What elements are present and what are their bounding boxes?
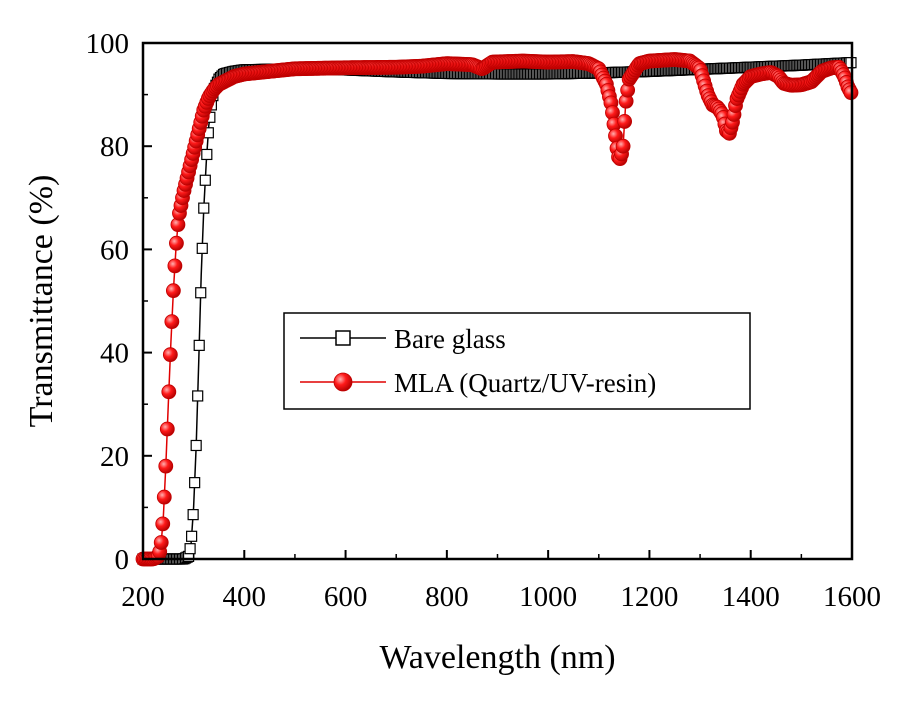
data-point: [196, 242, 208, 254]
data-point: [192, 390, 204, 402]
x-tick-label: 800: [425, 581, 469, 613]
legend-box: [283, 312, 751, 410]
y-tick-label: 40: [100, 338, 129, 370]
data-point: [189, 477, 201, 489]
data-point: [161, 384, 177, 400]
y-tick-label: 80: [100, 131, 129, 163]
data-point: [155, 516, 171, 532]
data-point: [169, 235, 184, 251]
x-tick-label: 200: [121, 581, 165, 613]
data-point: [615, 138, 631, 154]
data-point: [201, 148, 213, 161]
legend-marker-bare-glass: [335, 330, 351, 346]
data-point: [187, 509, 199, 521]
legend-label-mla: MLA (Quartz/UV-resin): [394, 368, 656, 398]
data-point: [159, 421, 175, 437]
series-line: [143, 58, 853, 560]
data-point: [162, 347, 178, 363]
x-tick-label: 1200: [620, 581, 678, 613]
data-point: [184, 543, 196, 555]
data-point: [198, 202, 210, 214]
data-point: [186, 530, 198, 542]
axis-layer: 200 400 600 800 1000 1200 1400 1600 0 20 40 60 80 100: [86, 28, 882, 613]
data-point: [167, 258, 183, 274]
legend-marker-mla: [333, 372, 353, 392]
data-point: [153, 535, 169, 550]
series-mla: [135, 52, 859, 567]
data-point: [199, 174, 211, 186]
plot-frame: [141, 41, 854, 561]
y-tick-label: 100: [86, 28, 130, 60]
series-line: [143, 61, 853, 560]
data-point: [617, 114, 633, 129]
series-layer: [135, 52, 859, 567]
x-tick-label: 600: [324, 581, 368, 613]
y-axis-title: Transmittance (%): [23, 175, 60, 428]
data-point: [158, 458, 174, 474]
data-point: [165, 283, 181, 299]
x-tick-label: 1400: [722, 581, 780, 613]
y-tick-label: 20: [100, 441, 129, 473]
x-tick-label: 1600: [823, 581, 881, 613]
y-tick-label: 0: [115, 544, 130, 576]
x-axis-title: Wavelength (nm): [379, 639, 615, 676]
series-bare-glass: [137, 57, 857, 565]
y-tick-label: 60: [100, 234, 129, 266]
x-tick-label: 1000: [519, 581, 577, 613]
data-point: [190, 439, 202, 452]
data-point: [164, 314, 180, 330]
data-point: [193, 339, 205, 351]
legend-label-bare-glass: Bare glass: [394, 324, 506, 354]
data-point: [156, 489, 172, 505]
x-tick-label: 400: [223, 581, 267, 613]
legend: Bare glass MLA (Quartz/UV-resin): [283, 312, 751, 410]
data-point: [195, 287, 207, 299]
